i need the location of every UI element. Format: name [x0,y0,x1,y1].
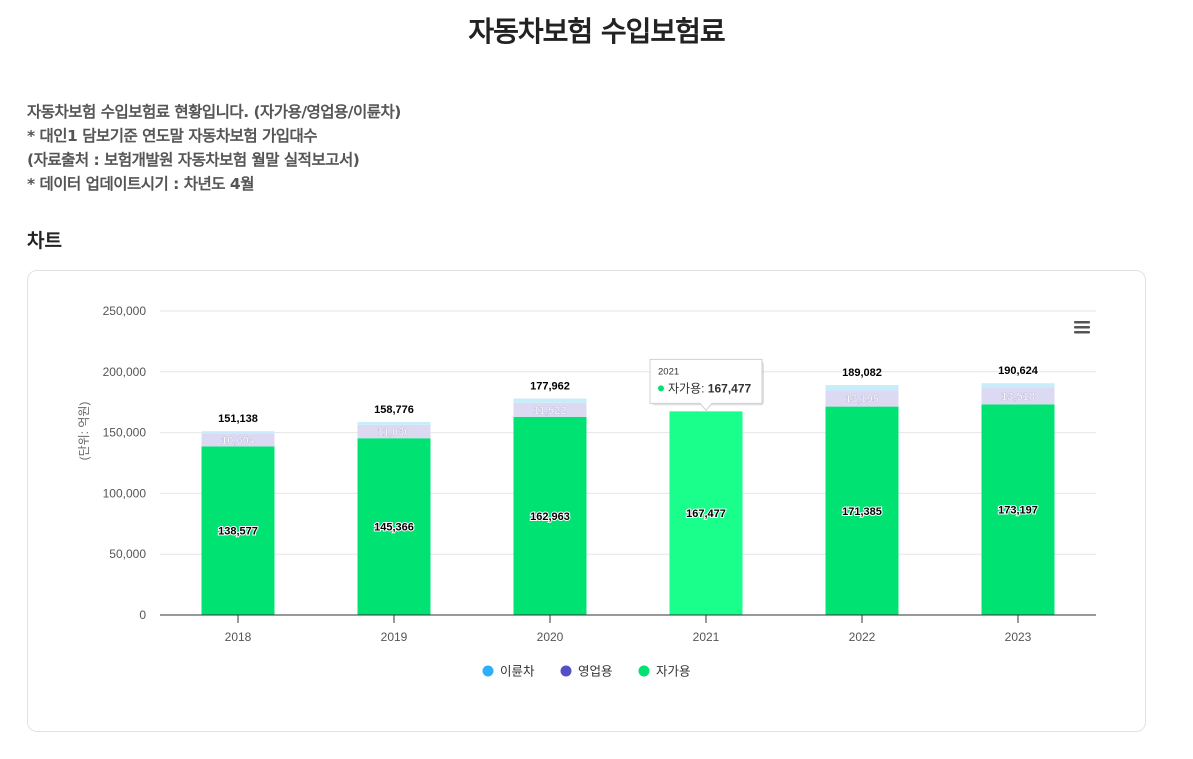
bar-segment [981,383,1055,388]
axis-layer: 0 50,000 100,000 150,000 200,000 250,000 2018 2… [103,304,1096,644]
bar-segment [825,406,899,615]
description-line-3: (자료출처 : 보험개발원 자동차보험 월말 실적보고서) [27,151,360,169]
total-label: 151,138 [218,413,258,425]
bar-segment [513,402,587,417]
data-label: 13,518 [1001,391,1035,403]
bar-segment [357,424,431,439]
legend-marker [482,665,494,677]
bar-segment [981,404,1055,615]
data-label: 171,385 [842,506,882,518]
legend-item[interactable]: 이륜차 [482,665,536,679]
total-label: 177,962 [530,381,570,393]
stacked-bar-chart: 138,577 10,604 151,138 145,366 11,030 158,776… [77,304,1096,679]
tooltip-text: 자가용: 167,477 [668,381,752,395]
grid-layer [160,310,1096,555]
tooltip-series-label: 자가용: [668,381,708,395]
tooltip-series-dot [658,385,664,392]
x-tick-label: 2022 [849,630,876,644]
bar-segment [357,438,431,615]
bars-layer [201,383,1055,615]
data-label: 162,963 [530,511,570,523]
data-label: 10,604 [221,435,256,447]
tooltip: 2021 자가용: 167,477 [649,358,764,412]
legend-marker [638,665,650,677]
y-tick-label: 200,000 [103,365,147,379]
legend-item[interactable]: 영업용 [560,665,613,679]
x-tick-label: 2023 [1005,630,1032,644]
tooltip-year: 2021 [658,366,679,377]
bar-segment [201,433,275,447]
y-tick-label: 100,000 [103,486,147,500]
bar-segment [669,411,743,615]
data-label: 145,366 [374,522,414,534]
bar-segment [201,446,275,615]
bar-segment [513,416,587,615]
page-title: 자동차보험 수입보험료 [468,15,725,48]
section-title: 차트 [27,230,62,252]
description-line-2: * 대인1 담보기준 연도말 자동차보험 가입대수 [27,127,318,145]
data-label: 11,522 [533,405,566,417]
x-tick-label: 2019 [381,630,408,644]
description-line-4: * 데이터 업데이트시기 : 차년도 4월 [27,175,254,193]
y-tick-label: 0 [139,608,146,622]
data-label: 138,577 [218,526,258,538]
bar-segment [201,431,275,434]
bar-segment [357,421,431,425]
bar-segment [981,387,1055,405]
x-tick-label: 2020 [537,630,564,644]
data-label: 167,477 [686,508,726,520]
total-label: 190,624 [998,365,1039,377]
tooltip-box [649,358,763,412]
labels-layer: 138,577 10,604 151,138 145,366 11,030 158,776… [217,364,1040,539]
total-label: 189,082 [842,367,882,379]
y-tick-label: 150,000 [103,426,147,440]
y-axis-label: (단위: 억원) [77,402,91,461]
legend: 이륜차 영업용 자가용 [482,665,691,679]
legend-label: 이륜차 [500,665,535,679]
y-tick-label: 50,000 [109,547,146,561]
bar-segment [825,385,899,391]
x-tick-label: 2018 [225,630,252,644]
legend-label: 영업용 [578,665,613,679]
chart-menu-icon[interactable] [1074,321,1090,334]
data-label: 173,197 [998,505,1038,517]
y-tick-label: 250,000 [103,304,147,318]
total-label: 158,776 [374,404,414,416]
description: 자동차보험 수입보험료 현황입니다. (자가용/영업용/이륜차) * 대인1 담… [27,100,401,196]
legend-item[interactable]: 자가용 [638,665,691,679]
legend-label: 자가용 [656,665,691,679]
description-line-1: 자동차보험 수입보험료 현황입니다. (자가용/영업용/이륜차) [27,103,401,121]
tooltip-value: 167,477 [708,381,752,395]
data-label: 11,030 [377,427,410,439]
data-label: 13,195 [845,394,879,406]
legend-marker [560,665,572,677]
chart-card: 138,577 10,604 151,138 145,366 11,030 158,776… [27,270,1146,732]
x-tick-label: 2021 [693,630,720,644]
bar-segment [825,390,899,407]
bar-segment [513,398,587,403]
